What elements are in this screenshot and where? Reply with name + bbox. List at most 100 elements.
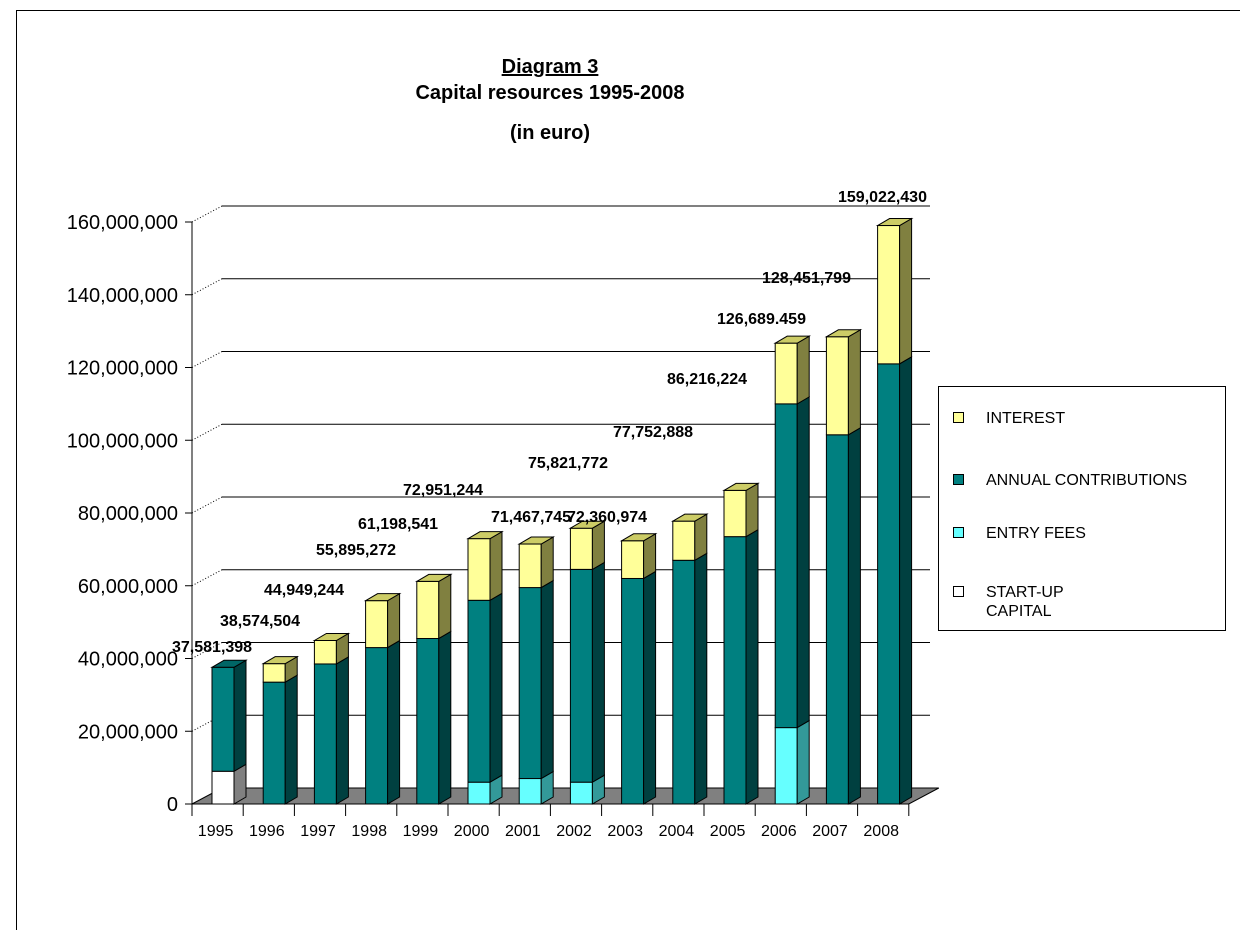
bar-top	[670, 513, 709, 522]
y-tick-label: 120,000,000	[67, 358, 178, 380]
legend-item-annual-contributions: ANNUAL CONTRIBUTIONS	[953, 471, 1187, 490]
x-tick-label: 2004	[659, 823, 695, 840]
y-tick-label: 160,000,000	[67, 212, 178, 234]
data-label: 72,951,244	[403, 482, 483, 499]
bar-segment	[518, 543, 542, 589]
gridline-side	[191, 423, 223, 441]
gridline-side	[191, 569, 223, 587]
data-label: 126,689.459	[717, 311, 806, 328]
legend-label: ANNUAL CONTRIBUTIONS	[986, 472, 1188, 489]
legend-label: START-UP CAPITAL	[986, 584, 1064, 620]
data-label: 75,821,772	[528, 455, 608, 472]
data-label: 55,895,272	[316, 542, 396, 559]
chart-subtitle: Capital resources 1995-2008	[415, 82, 685, 104]
data-label: 44,949,244	[264, 582, 344, 599]
data-label: 77,752,888	[613, 424, 693, 441]
bar-segment-side	[540, 536, 554, 589]
y-tick-label: 20,000,000	[78, 721, 178, 743]
bar-segment-side	[489, 530, 503, 602]
bar-segment-side	[694, 513, 708, 562]
bar-segment	[569, 781, 593, 805]
bar-segment	[723, 489, 747, 538]
bar-segment	[467, 599, 491, 783]
legend-label: ENTRY FEES	[986, 525, 1086, 542]
bar-segment-side	[796, 719, 810, 805]
bar-top	[773, 335, 812, 344]
x-tick-label: 1995	[198, 823, 234, 840]
bar-segment	[672, 559, 696, 805]
y-tick-label: 40,000,000	[78, 649, 178, 671]
bar-segment-side	[438, 573, 452, 640]
bar-segment-side	[847, 426, 861, 805]
bar-segment-side	[233, 659, 247, 773]
bar-top	[568, 520, 607, 529]
data-label: 72,360,974	[567, 509, 647, 526]
data-label: 61,198,541	[358, 516, 438, 533]
bar-segment	[569, 568, 593, 783]
x-tick-label: 2000	[454, 823, 490, 840]
bar-top	[824, 329, 863, 338]
chart-title: Diagram 3	[501, 56, 599, 78]
bar-top	[414, 573, 453, 582]
bar-top	[722, 482, 760, 491]
bar-segment	[774, 727, 798, 805]
y-tick-label: 80,000,000	[78, 503, 178, 525]
bar-top	[261, 656, 300, 665]
legend-label: INTEREST	[986, 410, 1066, 427]
bar-segment	[569, 527, 593, 570]
bar-segment-side	[899, 355, 913, 805]
bar-segment	[774, 342, 798, 405]
bar-segment	[518, 587, 542, 780]
bar-top	[312, 632, 351, 641]
bar-segment-side	[284, 674, 298, 805]
data-label: 38,574,504	[220, 613, 300, 630]
y-tick-label: 60,000,000	[78, 576, 178, 598]
bar-top	[466, 531, 504, 540]
bar-segment	[774, 403, 798, 729]
bar-segment-side	[591, 561, 605, 784]
gridline-side	[191, 278, 223, 296]
bar-segment	[416, 580, 440, 639]
gridline-side	[191, 351, 223, 368]
legend-item-start-up-capital: START-UP CAPITAL	[953, 583, 1064, 621]
bar-segment-side	[387, 592, 401, 649]
legend-swatch-entry-fees	[953, 527, 964, 538]
gridline-side	[191, 205, 223, 223]
data-label: 128,451,799	[762, 270, 851, 287]
x-tick-label: 2008	[863, 823, 899, 840]
bar-segment-side	[796, 396, 810, 729]
bar-segment	[723, 536, 747, 805]
bar-segment-side	[745, 528, 759, 805]
bar-segment-side	[694, 552, 708, 805]
bar-segment-side	[643, 532, 657, 580]
bar-segment	[467, 781, 491, 805]
bar-segment-side	[540, 579, 554, 780]
bar-segment	[416, 637, 440, 805]
x-tick-label: 2003	[607, 823, 643, 840]
bar-segment-side	[745, 482, 759, 538]
bar-segment	[365, 647, 389, 805]
data-label: 37,581,398	[172, 639, 252, 656]
bar-top	[875, 218, 914, 227]
x-tick-label: 2005	[710, 823, 746, 840]
bar-top	[619, 533, 658, 542]
bar-segment	[825, 336, 849, 436]
data-label: 86,216,224	[667, 371, 747, 388]
bar-segment	[621, 577, 645, 805]
bar-segment	[672, 520, 696, 561]
bar-chart: 0 20,000,000 40,000,000 60,000,000 80,000,00…	[67, 189, 940, 840]
bar-segment	[262, 681, 286, 805]
legend-item-entry-fees: ENTRY FEES	[953, 524, 1086, 543]
bar-segment	[313, 639, 337, 665]
x-tick-label: 1998	[351, 823, 387, 840]
bar-top	[517, 536, 556, 545]
bar-segment-side	[899, 217, 913, 365]
bar-top	[210, 659, 248, 668]
bar-segment-side	[847, 328, 861, 436]
bar-segment-side	[643, 570, 657, 805]
data-label: 71,467,745	[491, 509, 571, 526]
bar-segment	[313, 663, 337, 805]
x-tick-label: 1999	[403, 823, 439, 840]
bar-segment	[365, 600, 389, 649]
bar-segment	[877, 225, 901, 365]
